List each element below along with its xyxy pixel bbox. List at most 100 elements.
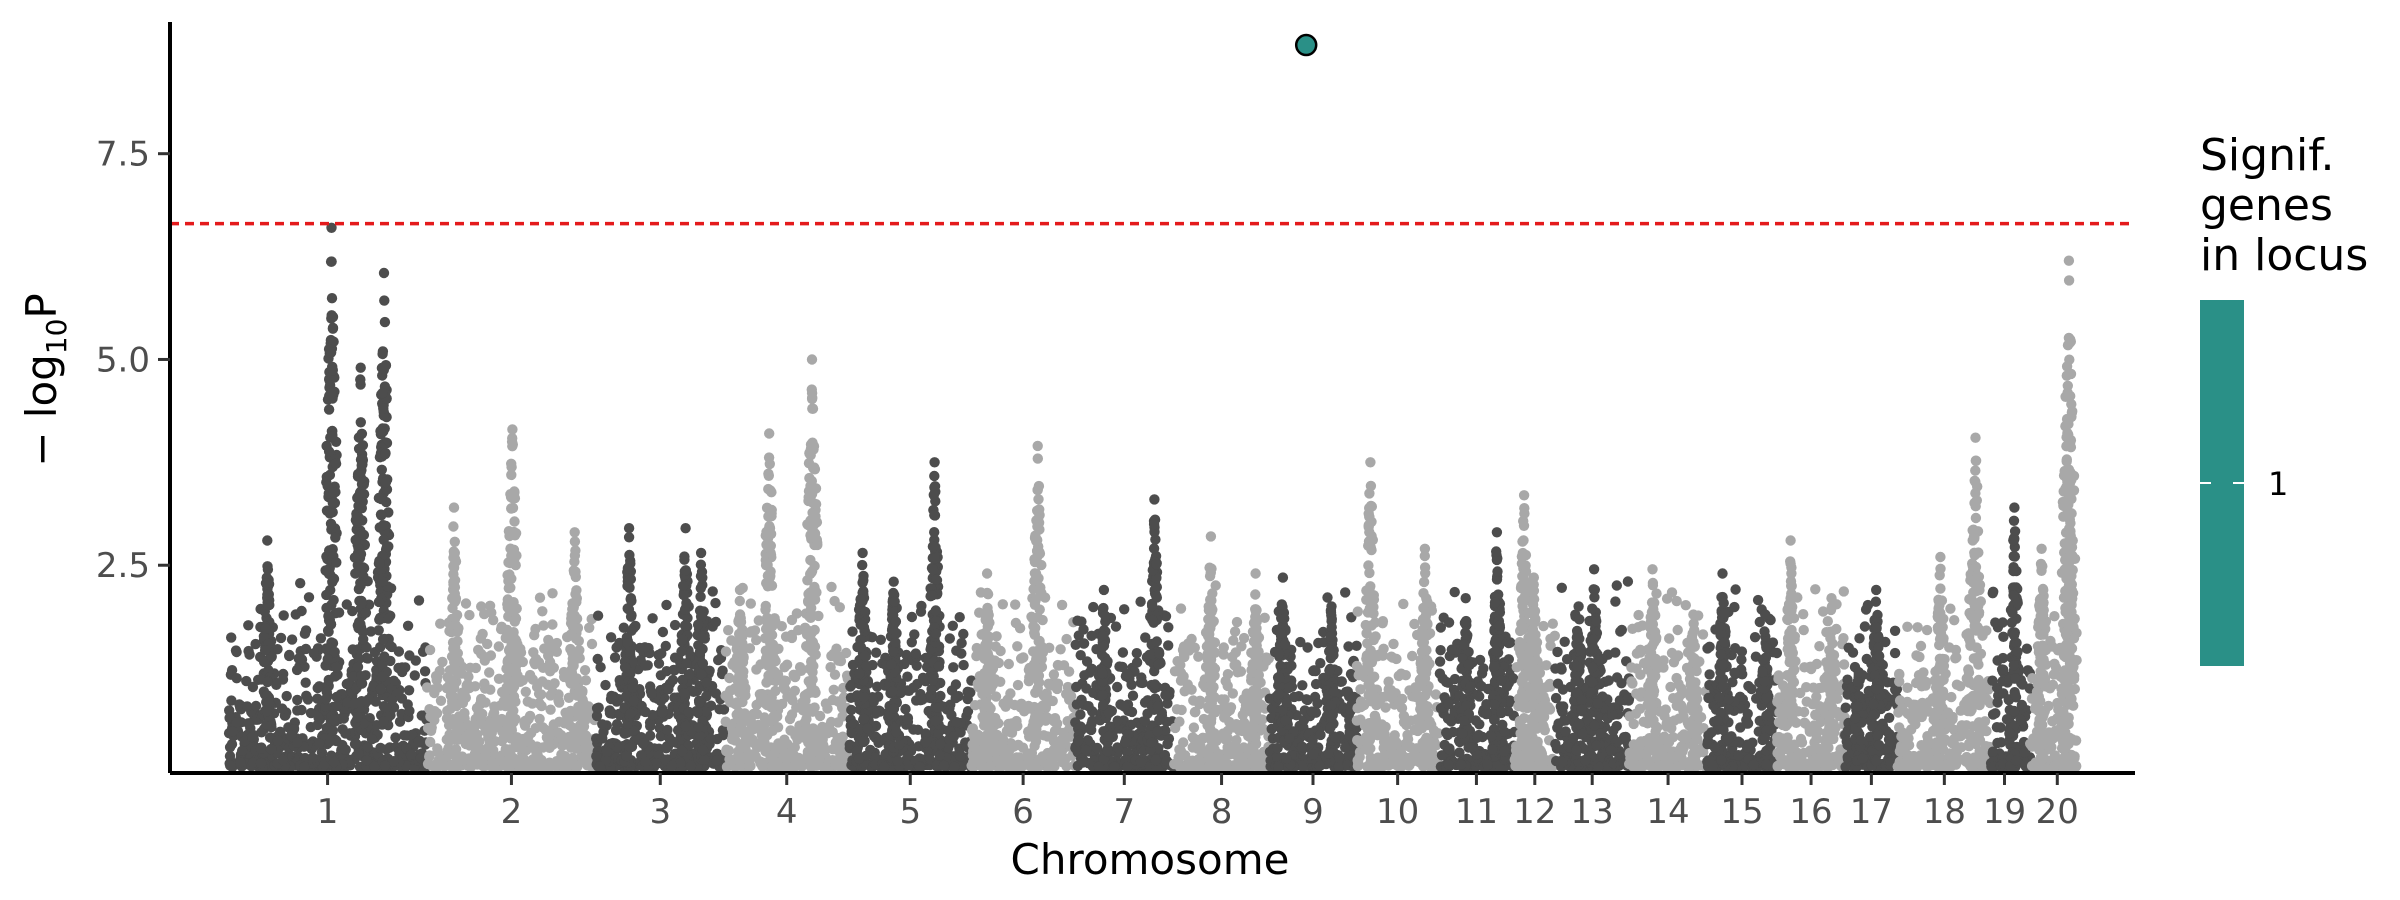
snp-point xyxy=(653,658,665,669)
snp-point xyxy=(1117,647,1129,658)
snp-point xyxy=(600,754,612,765)
snp-point xyxy=(623,580,634,592)
snp-point xyxy=(788,669,799,680)
snp-point xyxy=(356,678,367,689)
snp-point xyxy=(983,700,994,712)
snp-point xyxy=(275,632,287,644)
snp-point xyxy=(320,565,331,576)
snp-point xyxy=(1034,713,1045,724)
snp-point xyxy=(451,666,462,677)
snp-point xyxy=(784,713,796,725)
snp-point xyxy=(521,735,532,747)
snp-point xyxy=(324,736,336,747)
peak-point xyxy=(1250,568,1261,579)
snp-point xyxy=(320,693,332,705)
snp-point xyxy=(1092,742,1103,754)
snp-point xyxy=(908,682,919,693)
snp-point xyxy=(465,761,477,772)
snp-point xyxy=(890,726,902,738)
snp-point xyxy=(349,698,360,709)
snp-point xyxy=(464,609,475,621)
snp-point xyxy=(1330,732,1341,743)
snp-point xyxy=(1046,756,1058,767)
snp-point xyxy=(1343,641,1354,652)
snp-point xyxy=(806,393,818,405)
snp-point xyxy=(379,316,391,328)
snp-point xyxy=(807,403,818,414)
snp-point xyxy=(537,722,548,733)
snp-point xyxy=(528,647,539,658)
snp-point xyxy=(1208,616,1219,627)
snp-point xyxy=(1006,718,1017,729)
snp-point xyxy=(484,667,495,678)
snp-point xyxy=(509,486,520,497)
snp-point xyxy=(1102,656,1113,667)
snp-point xyxy=(1112,681,1123,693)
snp-point xyxy=(566,611,577,623)
snp-point xyxy=(809,702,820,713)
snp-point xyxy=(810,727,822,738)
snp-point xyxy=(733,687,745,698)
snp-point xyxy=(565,705,576,717)
snp-point xyxy=(340,744,351,755)
snp-point xyxy=(1005,688,1016,699)
snp-point xyxy=(927,564,939,575)
snp-point xyxy=(624,646,636,657)
snp-point xyxy=(1179,686,1190,697)
snp-point xyxy=(1175,603,1187,614)
snp-point xyxy=(915,606,927,617)
snp-point xyxy=(983,652,994,663)
peak-point xyxy=(1205,531,1217,542)
snp-point xyxy=(1146,737,1157,748)
snp-point xyxy=(244,649,255,660)
snp-point xyxy=(571,689,582,700)
snp-point xyxy=(1220,761,1231,772)
snp-point xyxy=(917,672,929,683)
snp-point xyxy=(501,725,512,736)
chromosome-9-points xyxy=(1264,572,1363,773)
snp-point xyxy=(379,760,391,771)
snp-point xyxy=(890,616,902,627)
snp-point xyxy=(325,256,337,267)
snp-point xyxy=(1297,741,1308,752)
snp-point xyxy=(685,760,697,772)
snp-point xyxy=(983,631,995,642)
snp-point xyxy=(543,650,554,661)
snp-point xyxy=(1061,633,1072,645)
snp-point xyxy=(660,640,671,652)
snp-point xyxy=(803,676,814,687)
snp-point xyxy=(413,736,424,747)
snp-point xyxy=(985,668,996,679)
snp-point xyxy=(1175,746,1187,757)
snp-point xyxy=(469,748,481,760)
snp-point xyxy=(256,727,267,738)
snp-point xyxy=(361,642,372,653)
snp-point xyxy=(622,562,634,574)
snp-point xyxy=(1281,753,1292,764)
snp-point xyxy=(626,625,637,636)
snp-point xyxy=(958,628,969,640)
snp-point xyxy=(327,431,338,442)
snp-point xyxy=(614,637,625,649)
peak-point xyxy=(857,547,868,559)
snp-point xyxy=(765,485,776,496)
snp-point xyxy=(657,707,668,718)
snp-point xyxy=(655,731,667,742)
snp-point xyxy=(1231,761,1243,772)
snp-point xyxy=(927,674,939,686)
snp-point xyxy=(388,675,399,686)
snp-point xyxy=(594,761,605,772)
snp-point xyxy=(1218,642,1230,653)
snp-point xyxy=(935,738,946,750)
snp-point xyxy=(679,554,690,565)
snp-point xyxy=(1170,722,1181,734)
snp-point xyxy=(779,662,790,673)
snp-point xyxy=(1307,734,1318,746)
snp-point xyxy=(1280,715,1291,726)
snp-point xyxy=(661,743,672,754)
snp-point xyxy=(1253,689,1265,700)
snp-point xyxy=(1139,715,1151,727)
snp-point xyxy=(949,761,960,773)
snp-point xyxy=(224,705,235,716)
snp-point xyxy=(460,598,472,609)
